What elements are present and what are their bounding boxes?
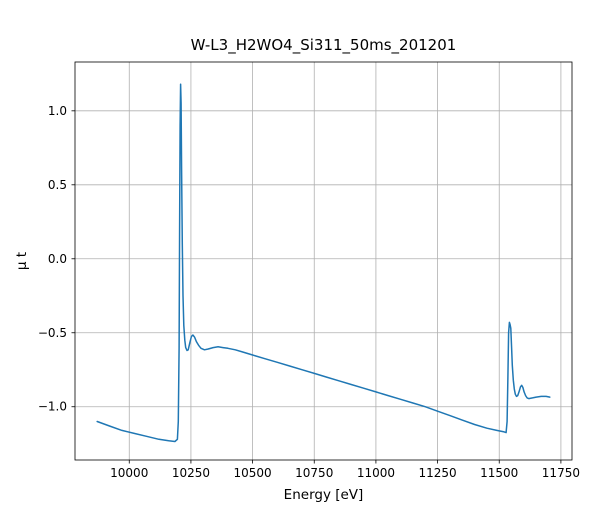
plot-border — [74, 61, 573, 461]
y-tick-label: −1.0 — [38, 400, 67, 414]
x-tick-label: 10250 — [172, 466, 210, 480]
x-tick-label: 10750 — [295, 466, 333, 480]
data-line — [96, 83, 551, 443]
y-axis-label: μ t — [14, 251, 30, 271]
x-axis-label: Energy [eV] — [283, 487, 364, 503]
y-tick-label: −0.5 — [38, 326, 67, 340]
chart-title: W-L3_H2WO4_Si311_50ms_201201 — [190, 36, 457, 54]
y-tick-label: 1.0 — [48, 104, 67, 118]
y-tick-label: 0.5 — [48, 178, 67, 192]
x-tick-label: 11250 — [418, 466, 456, 480]
x-tick-label: 10500 — [233, 466, 271, 480]
x-tick-label: 10000 — [110, 466, 148, 480]
y-tick-label: 0.0 — [48, 252, 67, 266]
x-tick-label: 11500 — [480, 466, 518, 480]
x-tick-label: 11000 — [357, 466, 395, 480]
x-tick-label: 11750 — [542, 466, 580, 480]
